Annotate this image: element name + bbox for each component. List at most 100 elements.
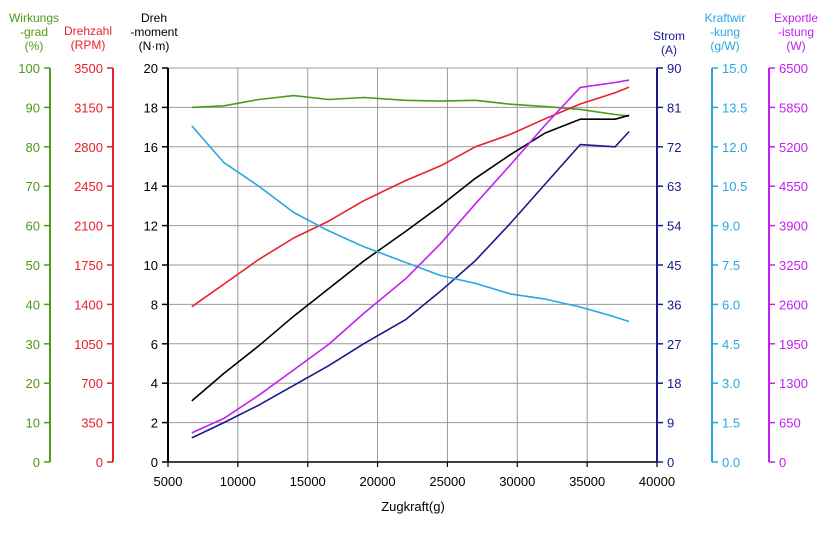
y-tick-label: 9.0 xyxy=(722,219,740,234)
y-tick-label: 3.0 xyxy=(722,376,740,391)
y-tick-label: 54 xyxy=(667,219,681,234)
y-axis-title: -moment xyxy=(130,25,178,39)
y-tick-label: 20 xyxy=(26,376,40,391)
y-tick-label: 0 xyxy=(667,455,674,470)
y-tick-label: 14 xyxy=(144,179,158,194)
y-tick-label: 18 xyxy=(667,376,681,391)
y-tick-label: 2600 xyxy=(779,297,808,312)
y-tick-label: 13.5 xyxy=(722,100,747,115)
series-line-torque xyxy=(191,114,630,402)
x-tick-label: 20000 xyxy=(359,474,395,489)
y-tick-label: 36 xyxy=(667,297,681,312)
y-tick-label: 3900 xyxy=(779,219,808,234)
series-layer xyxy=(191,79,630,439)
series-line-current xyxy=(191,130,630,439)
y-tick-label: 18 xyxy=(144,100,158,115)
y-tick-label: 20 xyxy=(144,61,158,76)
y-axis-title: Wirkungs xyxy=(9,11,59,25)
y-axis-title: (W) xyxy=(786,39,805,53)
y-axis-title: Dreh xyxy=(141,11,167,25)
y-axis-title: -kung xyxy=(710,25,740,39)
y-tick-label: 27 xyxy=(667,337,681,352)
series-line-rpm xyxy=(191,86,630,308)
x-tick-label: 10000 xyxy=(220,474,256,489)
y-axis-eff: 0 10 20 30 40 50 60 70 80 90 100 Wirkungs-grad(%) xyxy=(9,11,59,470)
y-tick-label: 1950 xyxy=(779,337,808,352)
y-tick-label: 5850 xyxy=(779,100,808,115)
y-tick-label: 1400 xyxy=(74,297,103,312)
y-axis-current: 0 9 18 27 36 45 54 63 72 81 90 Strom(A) xyxy=(653,29,685,470)
y-axis-title: (RPM) xyxy=(71,38,106,52)
y-tick-label: 1.5 xyxy=(722,416,740,431)
y-tick-label: 1300 xyxy=(779,376,808,391)
y-tick-label: 30 xyxy=(26,337,40,352)
y-axis-rpm: 0 350 700 1050 1400 1750 2100 2450 2800 3150 3500 D… xyxy=(64,24,114,470)
x-tick-label: 40000 xyxy=(639,474,675,489)
y-tick-label: 12 xyxy=(144,219,158,234)
y-axis-title: Strom xyxy=(653,29,685,43)
y-tick-label: 4550 xyxy=(779,179,808,194)
y-axis-power: 0 650 1300 1950 2600 3250 3900 4550 5200 5850 6500… xyxy=(768,11,818,470)
x-tick-label: 30000 xyxy=(499,474,535,489)
y-tick-label: 2 xyxy=(151,416,158,431)
y-tick-label: 72 xyxy=(667,140,681,155)
y-axis-title: -istung xyxy=(778,25,814,39)
y-tick-label: 9 xyxy=(667,416,674,431)
y-tick-label: 4.5 xyxy=(722,337,740,352)
y-tick-label: 0 xyxy=(779,455,786,470)
y-tick-label: 70 xyxy=(26,179,40,194)
series-line-eff xyxy=(191,94,630,117)
y-axis-title: (g/W) xyxy=(710,39,739,53)
y-tick-label: 7.5 xyxy=(722,258,740,273)
y-tick-label: 100 xyxy=(18,61,40,76)
y-tick-label: 45 xyxy=(667,258,681,273)
y-tick-label: 80 xyxy=(26,140,40,155)
x-tick-label: 5000 xyxy=(154,474,183,489)
y-tick-label: 16 xyxy=(144,140,158,155)
y-tick-label: 2800 xyxy=(74,140,103,155)
y-tick-label: 700 xyxy=(81,376,103,391)
y-axis-title: Drehzahl xyxy=(64,24,112,38)
y-axis-torque: 0 2 4 6 8 10 12 14 16 18 20 Dreh-moment(N·m) xyxy=(130,11,178,470)
y-tick-label: 50 xyxy=(26,258,40,273)
y-tick-label: 3250 xyxy=(779,258,808,273)
y-tick-label: 15.0 xyxy=(722,61,747,76)
series-line-power xyxy=(191,79,630,434)
y-tick-label: 8 xyxy=(151,297,158,312)
y-tick-label: 10 xyxy=(26,416,40,431)
y-tick-label: 2100 xyxy=(74,219,103,234)
y-tick-label: 40 xyxy=(26,297,40,312)
axes-layer: 5000 10000 15000 20000 25000 30000 35000 400000… xyxy=(9,11,818,489)
y-tick-label: 2450 xyxy=(74,179,103,194)
y-tick-label: 1050 xyxy=(74,337,103,352)
y-tick-label: 4 xyxy=(151,376,158,391)
x-tick-label: 15000 xyxy=(290,474,326,489)
y-tick-label: 63 xyxy=(667,179,681,194)
y-tick-label: 90 xyxy=(26,100,40,115)
y-tick-label: 6 xyxy=(151,337,158,352)
x-axis-title: Zugkraft(g) xyxy=(381,499,445,514)
y-tick-label: 0 xyxy=(151,455,158,470)
y-tick-label: 6500 xyxy=(779,61,808,76)
y-axis-title: (A) xyxy=(661,43,677,57)
y-tick-label: 60 xyxy=(26,219,40,234)
y-tick-label: 6.0 xyxy=(722,297,740,312)
y-tick-label: 12.0 xyxy=(722,140,747,155)
y-axis-title: -grad xyxy=(20,25,48,39)
x-tick-label: 35000 xyxy=(569,474,605,489)
y-axis-title: (%) xyxy=(25,39,44,53)
y-tick-label: 1750 xyxy=(74,258,103,273)
y-tick-label: 650 xyxy=(779,416,801,431)
y-axis-force: 0.0 1.5 3.0 4.5 6.0 7.5 9.0 10.5 12.0 13.5 15.0 Kra… xyxy=(705,11,748,470)
y-tick-label: 10.5 xyxy=(722,179,747,194)
y-tick-label: 5200 xyxy=(779,140,808,155)
y-axis-title: Exportle xyxy=(774,11,818,25)
series-line-force xyxy=(191,125,630,323)
y-tick-label: 10 xyxy=(144,258,158,273)
x-tick-label: 25000 xyxy=(429,474,465,489)
y-tick-label: 3500 xyxy=(74,61,103,76)
y-tick-label: 0 xyxy=(33,455,40,470)
y-tick-label: 81 xyxy=(667,100,681,115)
y-tick-label: 0 xyxy=(96,455,103,470)
